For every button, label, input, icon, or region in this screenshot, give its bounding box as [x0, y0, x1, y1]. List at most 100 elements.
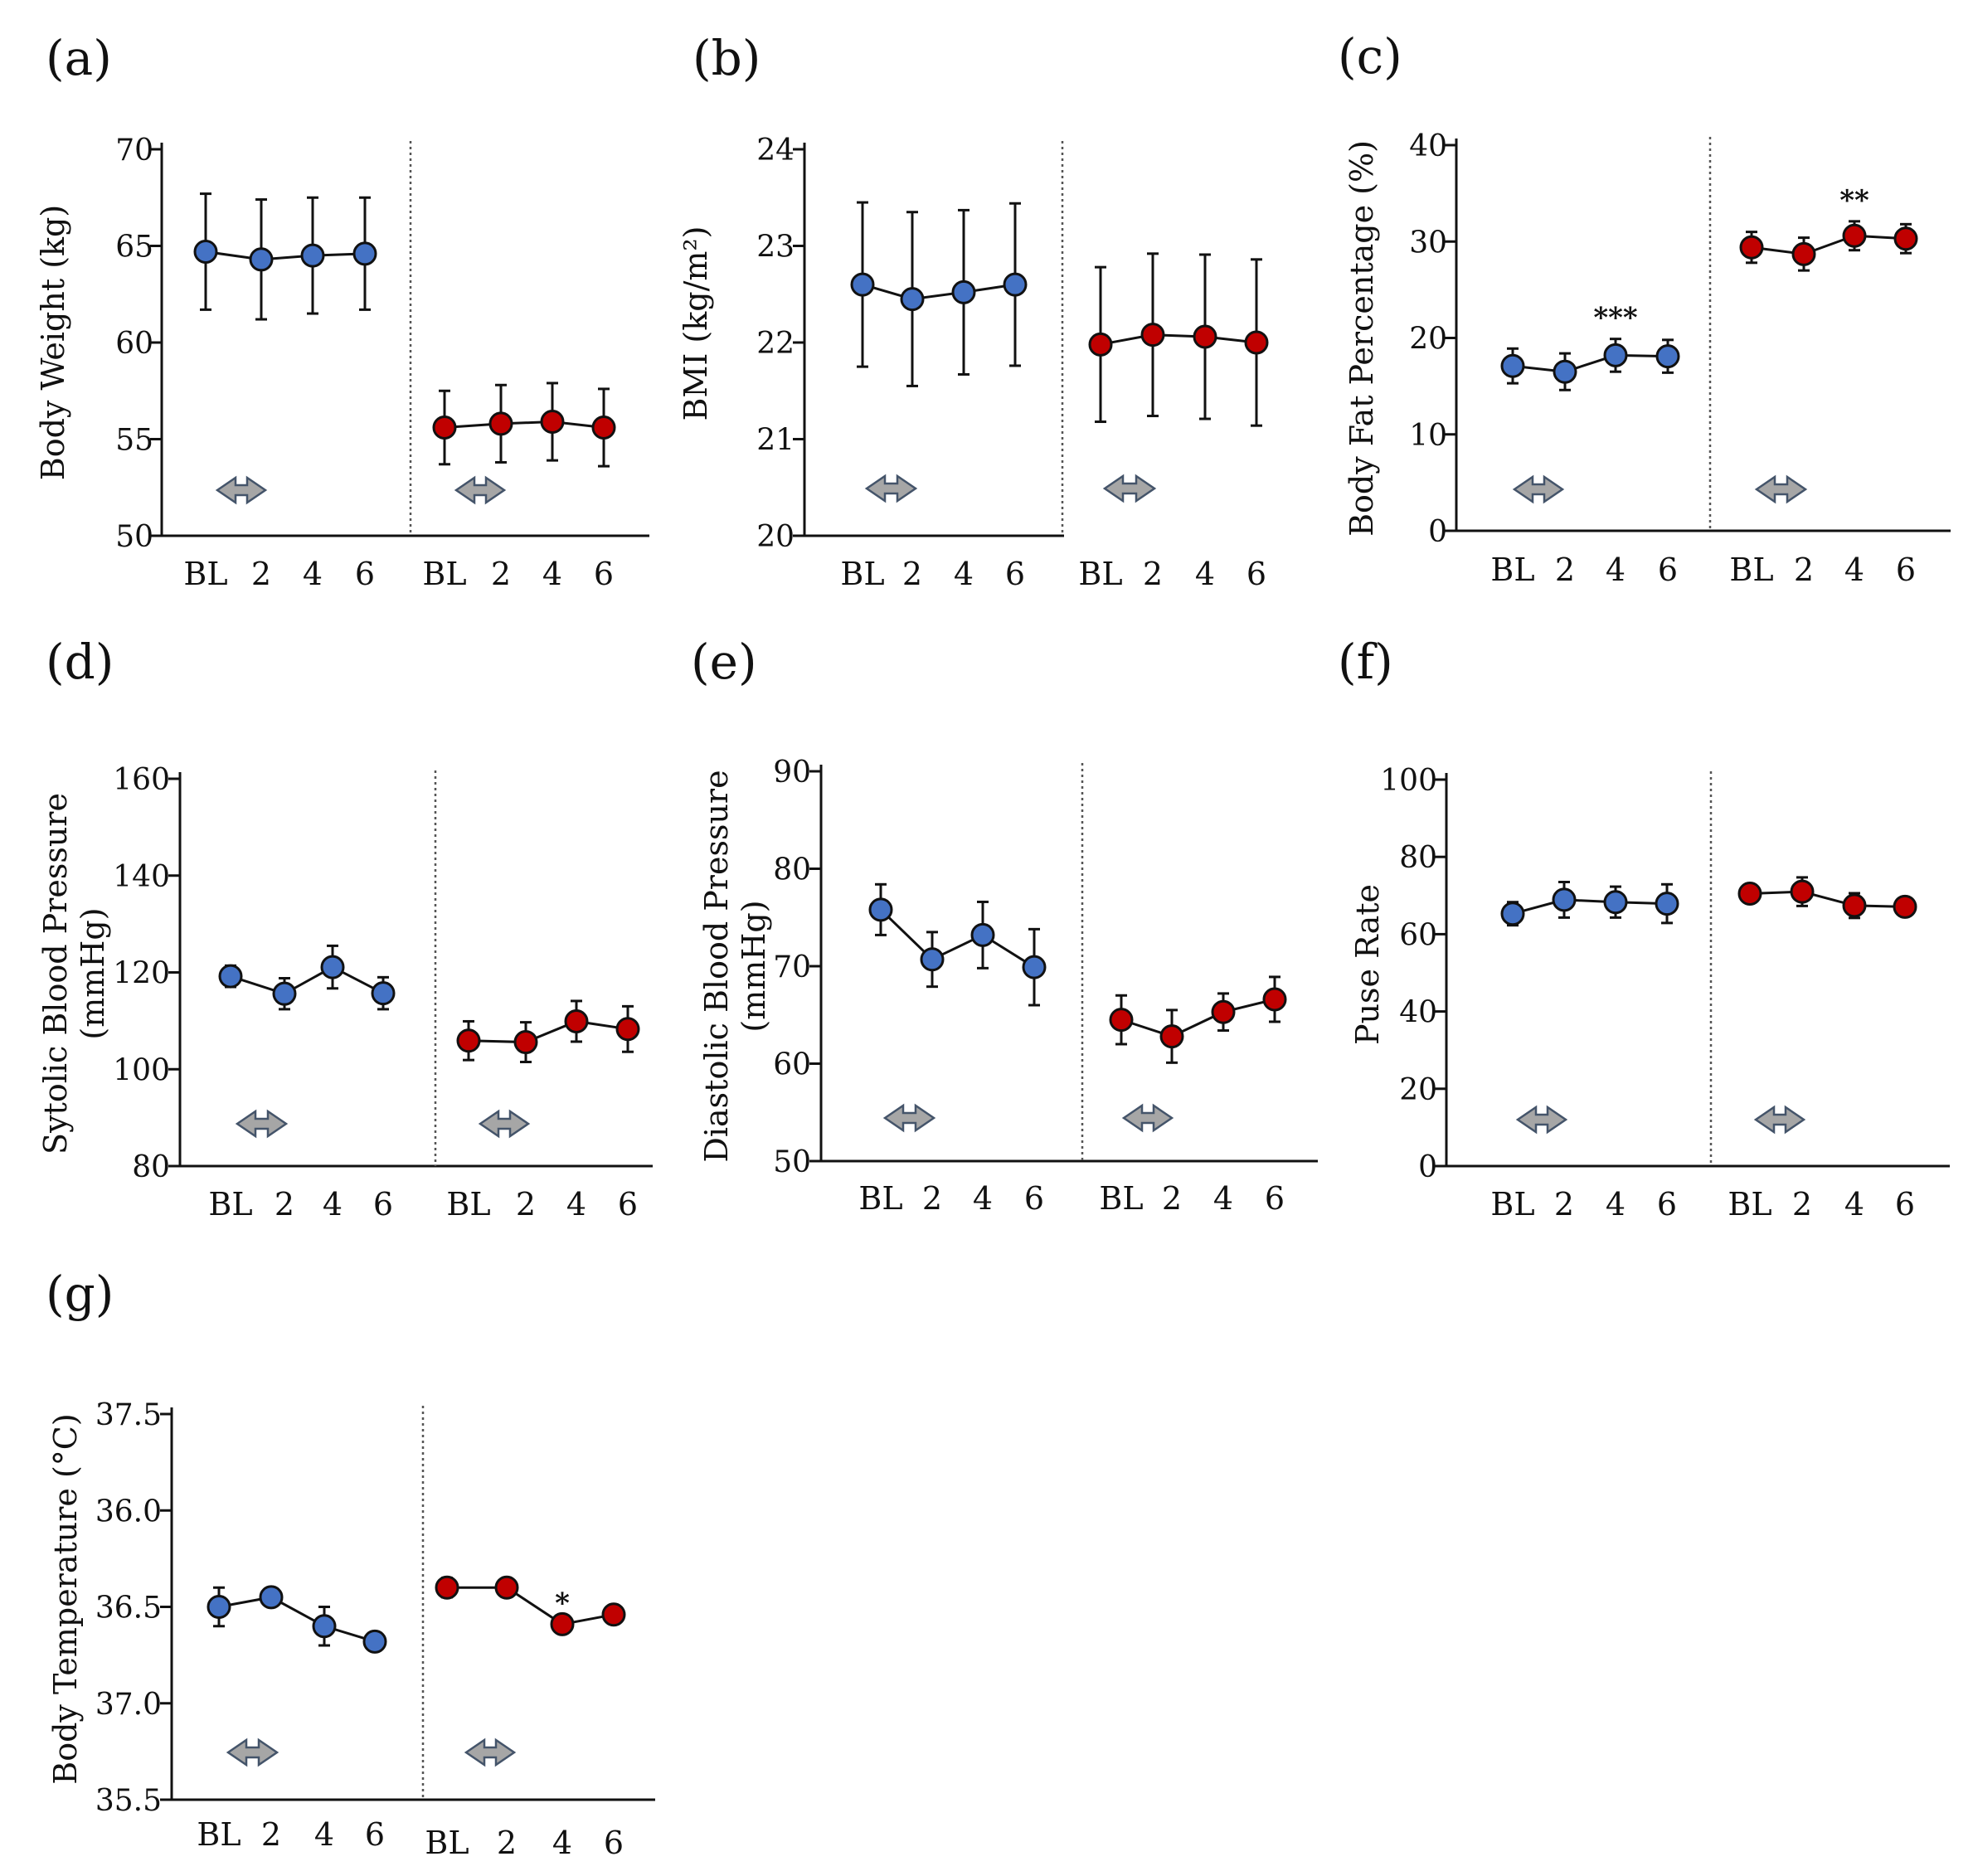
- x-tick-label: 4: [1213, 1180, 1233, 1217]
- x-tick-label: 4: [1606, 552, 1626, 588]
- x-tick-label: BL: [183, 556, 227, 592]
- y-tick-label: 50: [115, 520, 153, 554]
- period-arrow: [1754, 474, 1808, 504]
- data-point: [1603, 343, 1628, 367]
- data-point: [1500, 902, 1525, 926]
- period-arrow: [1512, 474, 1565, 504]
- panel-label: (a): [46, 30, 112, 86]
- significance-label: *: [555, 1587, 570, 1620]
- y-axis-title: Body Weight (kg): [35, 205, 71, 480]
- series-group-2: BL 2 4 6: [422, 382, 616, 592]
- period-arrow: [1753, 1105, 1806, 1135]
- data-point: [1842, 893, 1867, 918]
- series-line: [879, 908, 1035, 969]
- x-tick-label: 4: [954, 556, 974, 592]
- panel-label: (g): [46, 1266, 114, 1322]
- series-line: [444, 420, 605, 430]
- period-arrow: [1515, 1105, 1568, 1135]
- period-arrow: [864, 474, 918, 503]
- y-tick-label: 23: [756, 231, 795, 265]
- data-point: [218, 964, 243, 989]
- x-tick-label: 6: [1005, 556, 1025, 592]
- x-tick-label: BL: [446, 1186, 490, 1222]
- series-group-2: BL 2 4 6 **: [1729, 184, 1918, 588]
- y-axis-title: Body Fat Percentage (%): [1344, 140, 1380, 537]
- data-point: [488, 411, 513, 436]
- x-tick-label: 4: [1844, 1186, 1864, 1222]
- data-point: [1655, 344, 1680, 369]
- series-line: [230, 965, 384, 995]
- series-group-1: BL 2 4 6: [1490, 880, 1679, 1222]
- series-group-1: BL 2 4 6: [197, 1585, 387, 1853]
- data-point: [1022, 955, 1047, 979]
- data-point: [1500, 353, 1525, 378]
- data-point: [1552, 887, 1577, 912]
- y-tick-label: 37.5: [95, 1398, 162, 1432]
- y-tick-label: 65: [115, 231, 153, 265]
- y-tick-label: 140: [113, 860, 170, 894]
- series-group-1: BL 2 4 6: [858, 882, 1047, 1217]
- y-tick-label: 120: [113, 957, 170, 991]
- y-tick-label: 160: [113, 763, 170, 797]
- x-tick-label: 6: [355, 556, 375, 592]
- x-tick-label: 4: [542, 556, 562, 592]
- period-arrow: [215, 475, 268, 505]
- y-tick-label: 36.5: [95, 1592, 162, 1626]
- series-group-2: BL 2 4 6 *: [425, 1575, 626, 1861]
- y-tick-label: 30: [1409, 226, 1447, 260]
- y-tick-label: 80: [1399, 841, 1437, 875]
- x-tick-label: BL: [858, 1180, 902, 1217]
- panel-label: (e): [691, 634, 757, 690]
- x-tick-label: 6: [365, 1816, 385, 1853]
- y-tick-label: 35.5: [95, 1784, 162, 1818]
- data-point: [850, 272, 875, 297]
- y-axis-title: Body Temperature (°C): [47, 1413, 84, 1784]
- x-tick-label: 4: [566, 1186, 586, 1222]
- x-tick-label: 6: [618, 1186, 638, 1222]
- y-axis-subtitle: (mmHg): [75, 907, 111, 1039]
- data-point: [320, 955, 345, 979]
- x-tick-label: 4: [552, 1825, 572, 1861]
- data-point: [1893, 894, 1917, 919]
- x-tick-label: 2: [491, 556, 511, 592]
- data-point: [272, 981, 297, 1006]
- period-arrow: [226, 1737, 279, 1767]
- y-tick-label: 55: [115, 424, 153, 458]
- y-axis-title: Diastolic Blood Pressure: [698, 770, 735, 1162]
- series-line: [1512, 353, 1669, 373]
- data-point: [249, 247, 274, 272]
- series-line: [1120, 998, 1276, 1038]
- data-point: [435, 1575, 459, 1600]
- series-group-2: BL 2 4 6: [1078, 252, 1269, 592]
- x-tick-label: 2: [1554, 1186, 1574, 1222]
- x-tick-label: 6: [1657, 1186, 1677, 1222]
- y-axis-title: BMI (kg/m²): [678, 226, 714, 421]
- data-point: [1244, 330, 1269, 355]
- x-tick-label: BL: [1728, 1186, 1771, 1222]
- data-point: [513, 1030, 538, 1055]
- data-point: [1739, 235, 1764, 260]
- significance-label: ***: [1593, 302, 1638, 335]
- y-tick-label: 21: [756, 424, 795, 458]
- period-arrow: [454, 475, 507, 505]
- x-tick-label: 4: [1195, 556, 1215, 592]
- x-tick-label: 6: [594, 556, 614, 592]
- panel-g: (g) 35.5 37.0 36.5 36.0 37.5 Body Temperature …: [46, 1266, 655, 1861]
- data-point: [207, 1595, 231, 1619]
- data-point: [1737, 881, 1762, 906]
- y-tick-label: 80: [132, 1150, 170, 1184]
- y-tick-label: 36.0: [95, 1494, 162, 1529]
- series-line: [447, 1586, 615, 1626]
- y-tick-label: 0: [1428, 515, 1447, 549]
- y-tick-label: 20: [1409, 323, 1447, 357]
- x-tick-label: 4: [1844, 552, 1864, 588]
- data-point: [432, 416, 457, 440]
- period-arrow: [235, 1109, 289, 1139]
- x-tick-label: 4: [323, 1186, 343, 1222]
- x-tick-label: 2: [1162, 1180, 1182, 1217]
- x-tick-label: 2: [497, 1825, 517, 1861]
